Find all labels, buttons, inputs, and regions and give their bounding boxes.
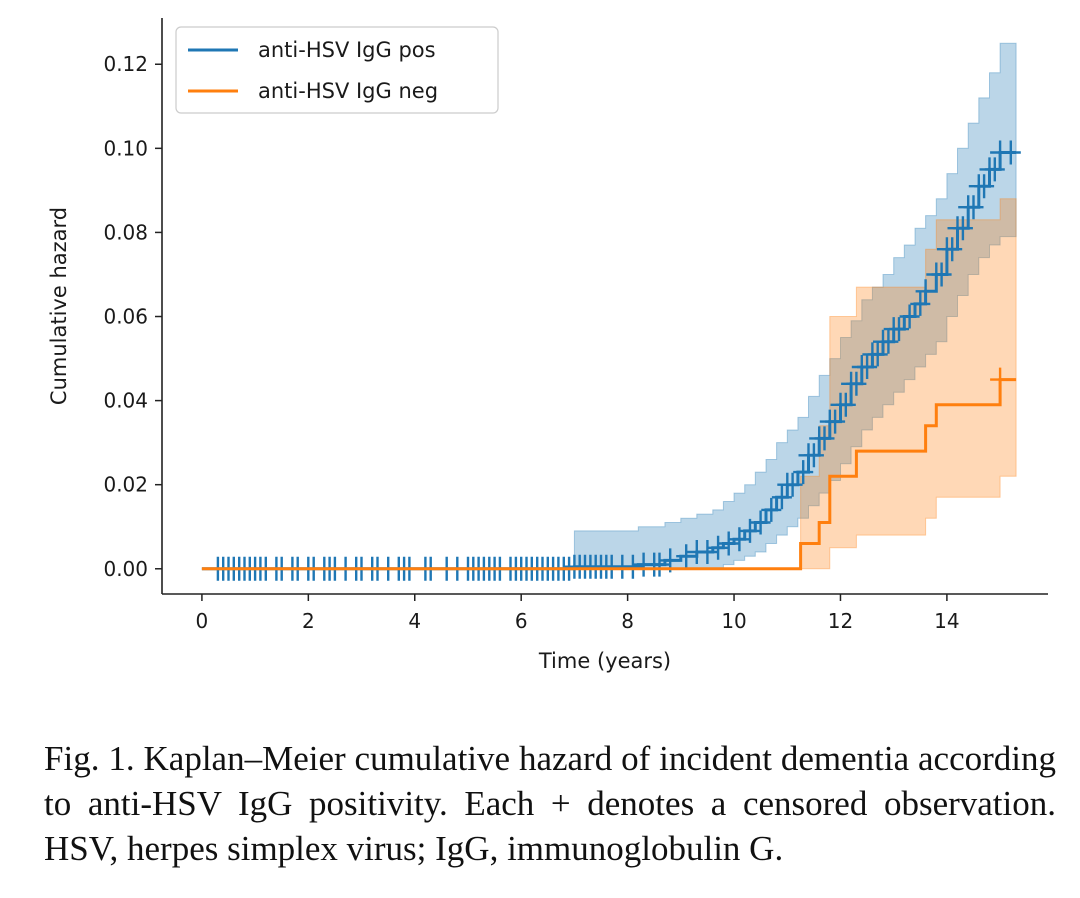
censor-mark-pos	[803, 443, 824, 468]
censor-mark-pos	[825, 409, 846, 434]
censor-mark-pos	[729, 527, 750, 552]
censor-mark-pos	[984, 157, 1005, 182]
censor-mark-pos	[931, 262, 952, 287]
x-tick-label: 10	[721, 609, 746, 633]
censor-mark-pos	[857, 355, 878, 379]
plot-area	[201, 42, 1021, 581]
x-tick-label: 4	[408, 609, 421, 633]
y-tick-label: 0.02	[103, 473, 148, 497]
censor-mark-pos	[782, 472, 803, 497]
censor-mark-pos	[974, 174, 995, 199]
legend-box	[175, 26, 499, 114]
y-tick-label: 0.12	[103, 52, 148, 76]
y-axis-label: Cumulative hazard	[47, 207, 71, 405]
censor-mark-pos	[867, 342, 888, 367]
censor-mark-pos	[814, 426, 835, 451]
legend-label-pos: anti-HSV IgG pos	[258, 38, 436, 62]
y-tick-label: 0.06	[103, 305, 148, 329]
censor-mark-pos	[889, 317, 909, 342]
censor-mark-pos	[1000, 140, 1021, 165]
censor-mark-pos	[622, 554, 643, 579]
km-chart: 0 2 4 6 8 10 12 140.000.020.040.060.080.100.12 …	[47, 18, 1048, 673]
y-tick-label: 0.10	[103, 136, 148, 160]
figure-caption: Fig. 1. Kaplan–Meier cumulative hazard o…	[44, 739, 1056, 868]
censor-mark-pos	[915, 279, 936, 304]
x-tick-label: 6	[515, 609, 528, 633]
censor-mark-pos	[750, 510, 771, 535]
censor-mark-pos	[942, 237, 963, 262]
censor-mark-pos	[761, 497, 782, 522]
legend-label-neg: anti-HSV IgG neg	[258, 79, 438, 103]
censor-mark-pos	[878, 329, 899, 354]
censor-mark-pos	[708, 535, 729, 560]
x-tick-label: 14	[934, 609, 959, 633]
censor-mark-neg	[990, 367, 1011, 392]
legend: anti-HSV IgG pos anti-HSV IgG neg	[175, 26, 499, 114]
y-tick-label: 0.04	[103, 389, 148, 413]
censor-mark-pos	[676, 544, 697, 569]
censor-mark-pos	[899, 304, 920, 329]
x-tick-label: 12	[828, 609, 853, 633]
censor-mark-pos	[697, 540, 718, 564]
y-tick-label: 0.00	[103, 557, 148, 581]
axis-ticks: 0 2 4 6 8 10 12 14 0.00 0.02 0.04 0.06 0.08 0.10 0.12	[103, 52, 959, 633]
censor-mark-pos	[910, 291, 931, 316]
x-tick-label: 8	[621, 609, 634, 633]
x-axis-label: Time (years)	[538, 649, 671, 673]
x-tick-label: 0	[196, 609, 209, 633]
censor-mark-pos	[740, 518, 760, 543]
km-step-line-neg	[201, 378, 1017, 571]
ci-band-neg	[201, 198, 1017, 570]
censor-mark-pos	[771, 485, 792, 510]
censor-mark-pos	[846, 371, 867, 396]
censor-mark-pos	[718, 531, 739, 556]
censor-mark-pos	[835, 392, 856, 417]
censor-mark-pos	[649, 552, 670, 577]
censor-mark-pos	[793, 460, 814, 485]
y-tick-label: 0.08	[103, 220, 148, 244]
censor-mark-pos	[963, 195, 984, 220]
x-tick-label: 2	[302, 609, 315, 633]
censor-mark-pos	[952, 216, 973, 241]
